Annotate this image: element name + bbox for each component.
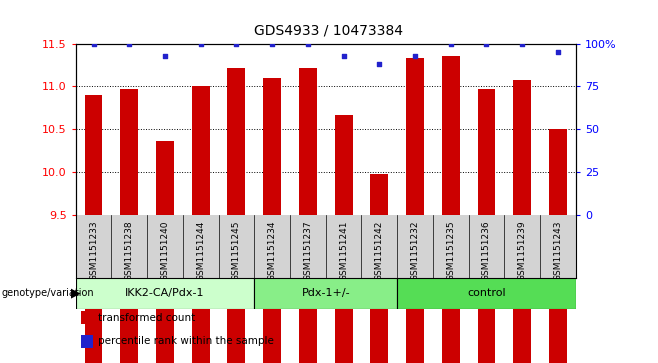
Text: GSM1151233: GSM1151233 xyxy=(89,220,98,281)
Bar xyxy=(254,278,397,309)
Text: GSM1151243: GSM1151243 xyxy=(553,220,563,281)
Bar xyxy=(85,95,103,363)
Text: GSM1151242: GSM1151242 xyxy=(375,220,384,281)
Bar xyxy=(442,56,460,363)
Text: GSM1151235: GSM1151235 xyxy=(446,220,455,281)
Bar xyxy=(156,140,174,363)
Text: GDS4933 / 10473384: GDS4933 / 10473384 xyxy=(255,24,403,38)
Point xyxy=(231,41,241,46)
Point xyxy=(267,41,278,46)
Point xyxy=(88,41,99,46)
Point xyxy=(160,53,170,58)
Point xyxy=(124,41,134,46)
Text: GSM1151241: GSM1151241 xyxy=(339,220,348,281)
Text: control: control xyxy=(467,288,506,298)
Bar xyxy=(81,335,93,348)
Point xyxy=(553,49,563,55)
Bar xyxy=(191,86,210,363)
Bar xyxy=(549,129,567,363)
Bar xyxy=(76,278,254,309)
Point xyxy=(517,41,528,46)
Point xyxy=(410,53,420,58)
Text: GSM1151234: GSM1151234 xyxy=(268,220,276,281)
Bar xyxy=(299,68,316,363)
Bar xyxy=(478,89,495,363)
Point xyxy=(195,41,206,46)
Bar xyxy=(513,79,531,363)
Bar xyxy=(81,311,93,325)
Bar xyxy=(397,278,576,309)
Bar xyxy=(370,174,388,363)
Point xyxy=(374,61,384,67)
Point xyxy=(481,41,492,46)
Text: GSM1151245: GSM1151245 xyxy=(232,220,241,281)
Bar xyxy=(406,58,424,363)
Text: genotype/variation: genotype/variation xyxy=(1,288,94,298)
Text: percentile rank within the sample: percentile rank within the sample xyxy=(98,336,274,346)
Text: ▶: ▶ xyxy=(71,287,81,300)
Text: GSM1151237: GSM1151237 xyxy=(303,220,313,281)
Text: GSM1151240: GSM1151240 xyxy=(161,220,170,281)
Text: Pdx-1+/-: Pdx-1+/- xyxy=(301,288,350,298)
Text: GSM1151236: GSM1151236 xyxy=(482,220,491,281)
Bar xyxy=(228,68,245,363)
Text: transformed count: transformed count xyxy=(98,313,195,323)
Text: IKK2-CA/Pdx-1: IKK2-CA/Pdx-1 xyxy=(125,288,205,298)
Text: GSM1151244: GSM1151244 xyxy=(196,220,205,281)
Bar xyxy=(263,78,281,363)
Point xyxy=(303,41,313,46)
Text: GSM1151232: GSM1151232 xyxy=(411,220,420,281)
Text: GSM1151238: GSM1151238 xyxy=(125,220,134,281)
Point xyxy=(445,41,456,46)
Point xyxy=(338,53,349,58)
Bar xyxy=(335,115,353,363)
Bar xyxy=(120,89,138,363)
Text: GSM1151239: GSM1151239 xyxy=(518,220,526,281)
